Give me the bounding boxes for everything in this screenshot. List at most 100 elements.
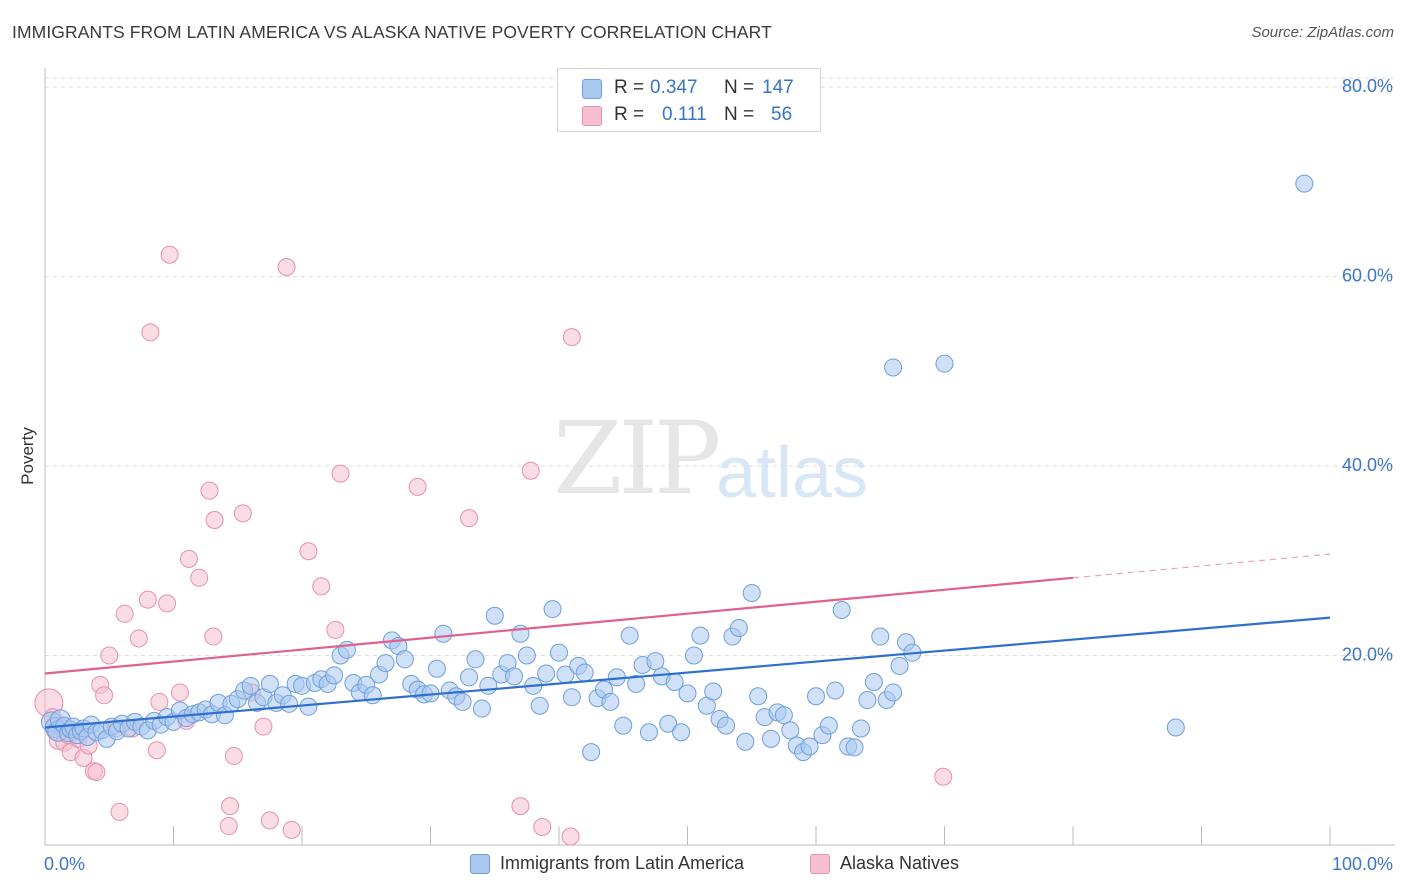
point-alaska-natives xyxy=(934,767,953,786)
point-immigrants-latin-america xyxy=(781,721,800,740)
point-immigrants-latin-america xyxy=(537,664,556,683)
y-tick-label: 60.0% xyxy=(1342,266,1393,286)
point-immigrants-latin-america xyxy=(505,667,524,686)
point-immigrants-latin-america xyxy=(299,697,318,716)
point-immigrants-latin-america xyxy=(280,694,299,713)
point-alaska-natives xyxy=(326,620,345,639)
point-alaska-natives xyxy=(312,577,331,596)
point-immigrants-latin-america xyxy=(646,652,665,671)
point-immigrants-latin-america xyxy=(729,619,748,638)
correlation-legend: R = 0.347 N = 147 R = 0.111 N = 56 xyxy=(557,68,821,132)
trend-lines xyxy=(44,553,1331,729)
point-immigrants-latin-america xyxy=(890,656,909,675)
point-immigrants-latin-america xyxy=(884,683,903,702)
legend-n-value: 147 xyxy=(762,77,794,98)
point-immigrants-latin-america xyxy=(884,358,903,377)
point-immigrants-latin-america xyxy=(659,714,678,733)
point-alaska-natives xyxy=(331,464,350,483)
point-immigrants-latin-america xyxy=(434,624,453,643)
legend-swatch-pink xyxy=(582,106,602,126)
source-label: Source: ZipAtlas.com xyxy=(1251,24,1394,41)
bottom-legend-label-pink: Alaska Natives xyxy=(840,853,960,873)
point-alaska-natives xyxy=(260,811,279,830)
point-alaska-natives xyxy=(521,461,540,480)
y-tick-label: 40.0% xyxy=(1342,455,1393,475)
point-alaska-natives xyxy=(460,509,479,528)
point-immigrants-latin-america xyxy=(858,691,877,710)
point-immigrants-latin-america xyxy=(736,732,755,751)
point-alaska-natives xyxy=(299,542,318,561)
point-alaska-natives xyxy=(533,817,552,836)
point-alaska-natives xyxy=(219,817,238,836)
x-tick-label: 100.0% xyxy=(1332,854,1393,874)
point-immigrants-latin-america xyxy=(832,601,851,620)
point-immigrants-latin-america xyxy=(601,692,620,711)
point-immigrants-latin-america xyxy=(819,716,838,735)
point-immigrants-latin-america xyxy=(395,650,414,669)
point-alaska-natives xyxy=(221,797,240,816)
point-alaska-natives xyxy=(170,683,189,702)
point-alaska-natives xyxy=(408,477,427,496)
point-alaska-natives xyxy=(141,323,160,342)
point-immigrants-latin-america xyxy=(678,684,697,703)
point-immigrants-latin-america xyxy=(1295,174,1314,193)
point-alaska-natives xyxy=(511,797,530,816)
point-alaska-natives xyxy=(200,481,219,500)
legend-r-label: R = xyxy=(614,104,645,125)
point-immigrants-latin-america xyxy=(864,673,883,692)
point-immigrants-latin-america xyxy=(575,663,594,682)
watermark-atlas: atlas xyxy=(716,433,869,513)
point-alaska-natives xyxy=(160,245,179,264)
point-immigrants-latin-america xyxy=(562,688,581,707)
point-immigrants-latin-america xyxy=(620,626,639,645)
point-immigrants-latin-america xyxy=(871,627,890,646)
point-alaska-natives xyxy=(100,646,119,665)
point-alaska-natives xyxy=(87,763,106,782)
bottom-legend-swatch-blue xyxy=(470,854,490,874)
watermark-zip: ZIP xyxy=(553,400,721,517)
point-alaska-natives xyxy=(282,820,301,839)
point-immigrants-latin-america xyxy=(550,643,568,662)
legend-n-label: N = xyxy=(724,104,755,125)
point-alaska-natives xyxy=(115,604,134,623)
point-immigrants-latin-america xyxy=(691,626,710,645)
point-immigrants-latin-america xyxy=(241,676,260,695)
x-tick-label: 0.0% xyxy=(44,854,85,874)
point-alaska-natives xyxy=(158,594,177,613)
point-immigrants-latin-america xyxy=(453,692,472,711)
grid-lines xyxy=(45,77,1395,656)
legend-r-value: 0.111 xyxy=(662,104,707,125)
point-immigrants-latin-america xyxy=(935,354,954,373)
series-alaska-natives xyxy=(34,245,953,846)
legend-n-value: 56 xyxy=(771,104,793,125)
axis-labels: 20.0% 40.0% 60.0% 80.0% 0.0% 100.0% Poverty xyxy=(18,76,1393,874)
legend-swatch-blue xyxy=(582,79,602,99)
point-immigrants-latin-america xyxy=(530,696,549,715)
legend-r-label: R = xyxy=(614,77,645,98)
point-immigrants-latin-america xyxy=(1166,718,1185,737)
point-alaska-natives xyxy=(110,802,129,821)
chart-title: IMMIGRANTS FROM LATIN AMERICA VS ALASKA … xyxy=(12,22,772,42)
point-immigrants-latin-america xyxy=(517,646,536,665)
point-immigrants-latin-america xyxy=(460,668,479,687)
point-alaska-natives xyxy=(190,568,209,587)
point-immigrants-latin-america xyxy=(704,682,723,701)
point-immigrants-latin-america xyxy=(749,687,768,706)
point-alaska-natives xyxy=(150,692,169,711)
bottom-legend-label-blue: Immigrants from Latin America xyxy=(500,853,745,873)
point-immigrants-latin-america xyxy=(472,699,491,718)
point-immigrants-latin-america xyxy=(627,674,646,693)
trend-line-alaska-natives-extension xyxy=(1072,553,1331,579)
point-alaska-natives xyxy=(138,590,157,609)
point-alaska-natives xyxy=(277,258,296,277)
point-immigrants-latin-america xyxy=(376,654,395,673)
point-alaska-natives xyxy=(204,627,223,646)
point-alaska-natives xyxy=(147,741,166,760)
point-immigrants-latin-america xyxy=(845,738,864,757)
point-alaska-natives xyxy=(562,328,581,347)
point-alaska-natives xyxy=(561,827,580,846)
point-alaska-natives xyxy=(254,717,273,736)
point-alaska-natives xyxy=(95,686,114,705)
point-alaska-natives xyxy=(205,511,224,530)
y-axis-title: Poverty xyxy=(18,427,37,485)
